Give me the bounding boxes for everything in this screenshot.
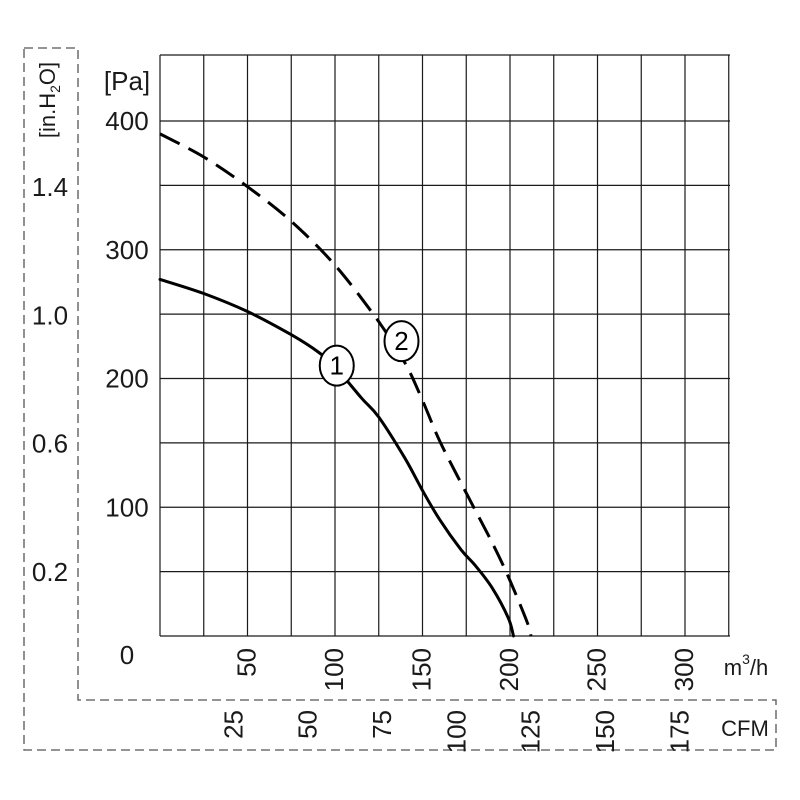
x-tick-label: 300 xyxy=(669,648,699,691)
y-tick-label: 200 xyxy=(105,364,148,394)
curves: 12 xyxy=(158,132,533,638)
x2-tick-label: 125 xyxy=(516,710,546,753)
y2-tick-label: 1.4 xyxy=(32,172,68,202)
x2-tick-label: 175 xyxy=(664,710,694,753)
curve-marker-1 xyxy=(318,344,355,387)
y2-tick-label: 0.2 xyxy=(32,557,68,587)
x-tick-label: 50 xyxy=(232,648,262,677)
x2-tick-label: 100 xyxy=(441,710,471,753)
x2-tick-label: 150 xyxy=(590,710,620,753)
curve-marker-label-1: 1 xyxy=(330,351,344,381)
x-tick-label: 250 xyxy=(582,648,612,691)
x2-tick-label: 50 xyxy=(293,710,323,739)
x2-tick-label: 25 xyxy=(218,710,248,739)
y-tick-label: 400 xyxy=(105,106,148,136)
y-tick-label: 100 xyxy=(105,492,148,522)
curve-marker-label-2: 2 xyxy=(394,326,408,356)
curve-2 xyxy=(159,132,533,637)
curve-1 xyxy=(158,277,515,638)
x-tick-label: 200 xyxy=(494,648,524,691)
y-axis-unit-inh2o: [in.H2O] xyxy=(35,62,63,138)
y2-tick-label: 0.6 xyxy=(32,429,68,459)
x-tick-label: 150 xyxy=(407,648,437,691)
y-axis-unit-pa: [Pa] xyxy=(104,66,150,96)
outer-dashed-frame xyxy=(23,47,777,751)
y2-tick-label: 1.0 xyxy=(32,300,68,330)
x-axis-unit-cfm: CFM xyxy=(721,716,769,741)
y-tick-label: 0 xyxy=(120,640,134,670)
curve-marker-2 xyxy=(383,320,420,363)
y-tick-label: 300 xyxy=(105,235,148,265)
x-axis-unit-m3h: m3/h xyxy=(724,651,768,680)
x-tick-label: 100 xyxy=(319,648,349,691)
x2-tick-label: 75 xyxy=(367,710,397,739)
grid xyxy=(159,54,730,637)
